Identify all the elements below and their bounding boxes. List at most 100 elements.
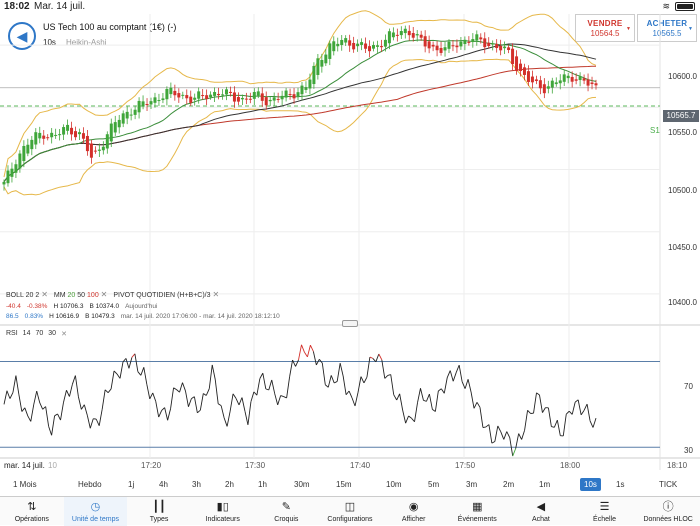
rsi-segment xyxy=(248,402,251,425)
toolbar-megaphone-button[interactable]: ◀Achat xyxy=(509,497,573,526)
rsi-segment xyxy=(63,390,66,402)
rsi-segment xyxy=(209,365,212,389)
candle-body xyxy=(376,45,379,47)
timeframe-1j[interactable]: 1j xyxy=(128,480,134,489)
time-tick-label: 17:50 xyxy=(455,461,475,470)
candle-body xyxy=(519,64,522,71)
candle-body xyxy=(372,45,375,49)
timeframe-5m[interactable]: 5m xyxy=(428,480,439,489)
candle-body xyxy=(432,45,435,47)
rsi-segment xyxy=(185,391,188,407)
rsi-segment xyxy=(441,389,444,394)
timeframe-2h[interactable]: 2h xyxy=(225,480,234,489)
timeframe-1h[interactable]: 1h xyxy=(258,480,267,489)
candle-body xyxy=(507,47,510,50)
toolbar-clock-button[interactable]: ◷Unité de temps xyxy=(64,497,128,526)
rsi-segment xyxy=(96,419,99,426)
candle xyxy=(436,41,439,56)
rsi-segment xyxy=(352,398,355,406)
candle-body xyxy=(38,133,41,138)
toolbar-candles-button[interactable]: ┃┃Types xyxy=(127,497,191,526)
rsi-segment xyxy=(287,377,290,398)
toolbar-scale-button[interactable]: ☰Échelle xyxy=(573,497,637,526)
candle xyxy=(503,41,506,54)
mm-legend[interactable]: MM 20 50 100 ✕ xyxy=(54,290,107,299)
rsi-segment xyxy=(322,363,325,385)
rsi-segment xyxy=(397,394,400,400)
toolbar-layout-button[interactable]: ◫Configurations xyxy=(318,497,382,526)
toolbar-label: Événements xyxy=(445,516,509,523)
candle-body xyxy=(416,34,419,35)
timeframe-1m[interactable]: 1m xyxy=(539,480,550,489)
rsi-segment xyxy=(447,371,450,378)
rsi-segment xyxy=(438,389,441,391)
candle xyxy=(551,78,554,94)
rsi-segment xyxy=(233,394,236,399)
timeframe-3h[interactable]: 3h xyxy=(192,480,201,489)
candle-body xyxy=(241,98,244,99)
toolbar-pencil-button[interactable]: ✎Croquis xyxy=(255,497,319,526)
rsi-segment xyxy=(194,397,197,413)
candle xyxy=(193,94,196,106)
candle-body xyxy=(340,40,343,45)
rsi-segment xyxy=(382,360,385,379)
candle xyxy=(126,106,129,124)
timeframe-4h[interactable]: 4h xyxy=(159,480,168,489)
toolbar-updown-arrows-button[interactable]: ⇅Opérations xyxy=(0,497,64,526)
rsi-segment xyxy=(486,425,489,427)
rsi-segment xyxy=(542,408,545,413)
ma50-line xyxy=(4,44,596,182)
candle xyxy=(38,127,41,143)
rsi-segment xyxy=(99,409,102,425)
candle xyxy=(106,131,109,153)
timeframe-1s[interactable]: 1s xyxy=(616,480,624,489)
pivot-legend[interactable]: PIVOT QUOTIDIEN (H+B+C)/3 ✕ xyxy=(113,290,219,299)
timeframe-10m[interactable]: 10m xyxy=(386,480,402,489)
candle xyxy=(297,88,300,100)
timeframe-2m[interactable]: 2m xyxy=(503,480,514,489)
timeframe-15m[interactable]: 15m xyxy=(336,480,352,489)
timeframe-30m[interactable]: 30m xyxy=(294,480,310,489)
rsi-segment xyxy=(290,360,293,377)
timeframe-3m[interactable]: 3m xyxy=(466,480,477,489)
rsi-segment xyxy=(477,402,480,407)
toolbar-eye-button[interactable]: ◉Afficher xyxy=(382,497,446,526)
candle-body xyxy=(412,33,415,38)
candle-body xyxy=(245,99,248,100)
candle xyxy=(547,81,550,94)
timeframe-1-mois[interactable]: 1 Mois xyxy=(13,480,37,489)
rsi-segment xyxy=(224,418,227,427)
candle xyxy=(169,83,172,98)
candle-body xyxy=(46,137,49,138)
toolbar-calendar-button[interactable]: ▦Événements xyxy=(445,497,509,526)
candle-body xyxy=(161,98,164,100)
candle xyxy=(50,128,53,143)
rsi-segment xyxy=(156,401,159,417)
rsi-segment xyxy=(251,392,254,402)
candle-body xyxy=(153,97,156,102)
price-chart[interactable] xyxy=(0,0,700,470)
candle-body xyxy=(567,76,570,78)
candle xyxy=(412,27,415,42)
candle-body xyxy=(114,122,117,132)
candle xyxy=(420,31,423,41)
timeframe-hebdo[interactable]: Hebdo xyxy=(78,480,102,489)
rsi-segment xyxy=(459,365,462,382)
rsi-segment xyxy=(126,358,129,368)
time-axis-start: mar. 14 juil. xyxy=(4,461,45,470)
rsi-segment xyxy=(25,408,28,416)
panel-splitter-handle[interactable] xyxy=(342,320,358,327)
toolbar-indicator-bars-button[interactable]: ▮▯Indicateurs xyxy=(191,497,255,526)
rsi-segment xyxy=(72,376,75,385)
boll-legend[interactable]: BOLL 20 2 ✕ xyxy=(6,290,48,299)
timeframe-tick[interactable]: TICK xyxy=(659,480,677,489)
info-icon: ⓘ xyxy=(636,500,700,515)
rsi-segment xyxy=(465,379,468,388)
rsi-segment xyxy=(16,376,19,395)
candle-body xyxy=(249,99,252,100)
timeframe-10s[interactable]: 10s xyxy=(580,478,601,491)
rsi-segment xyxy=(66,390,69,396)
toolbar-label: Indicateurs xyxy=(191,516,255,523)
